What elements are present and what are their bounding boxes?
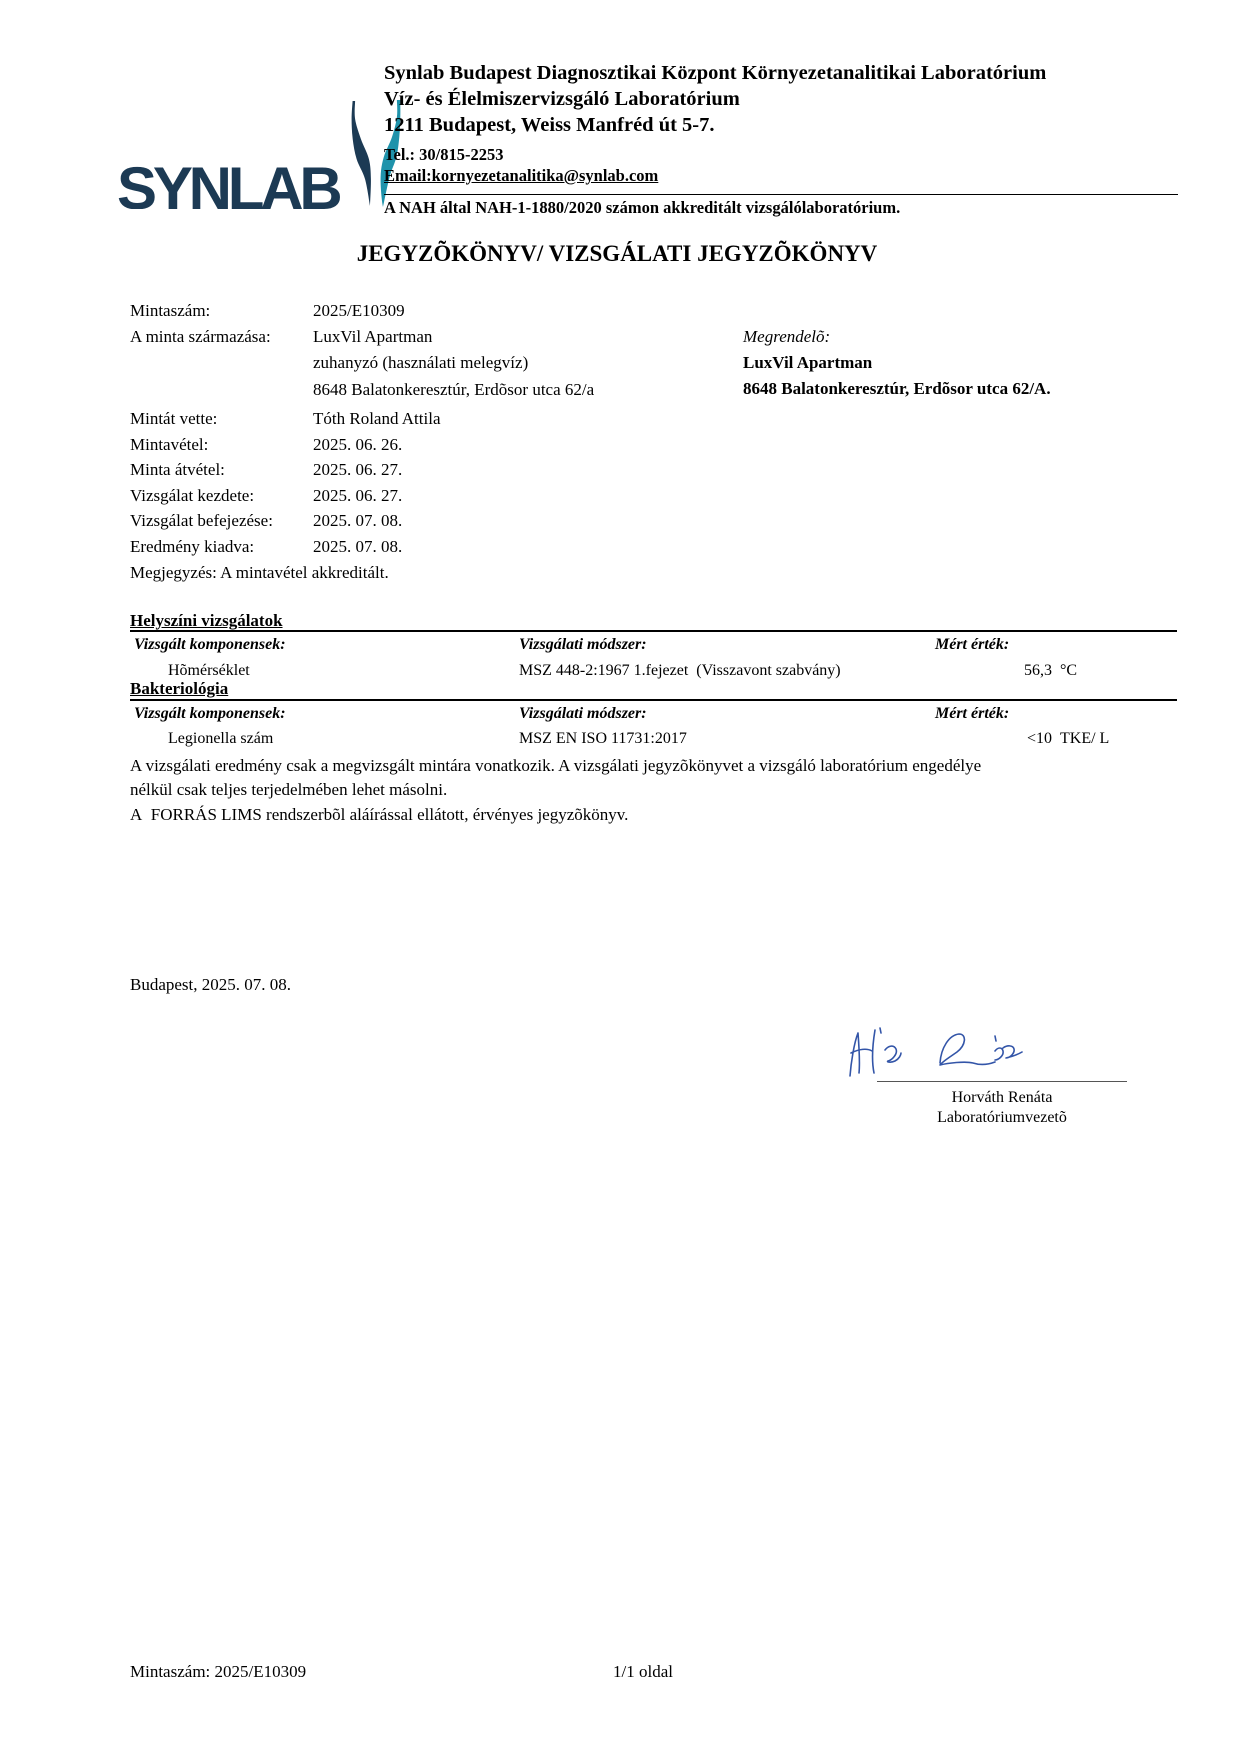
svg-text:SYNLAB: SYNLAB [117,155,340,209]
